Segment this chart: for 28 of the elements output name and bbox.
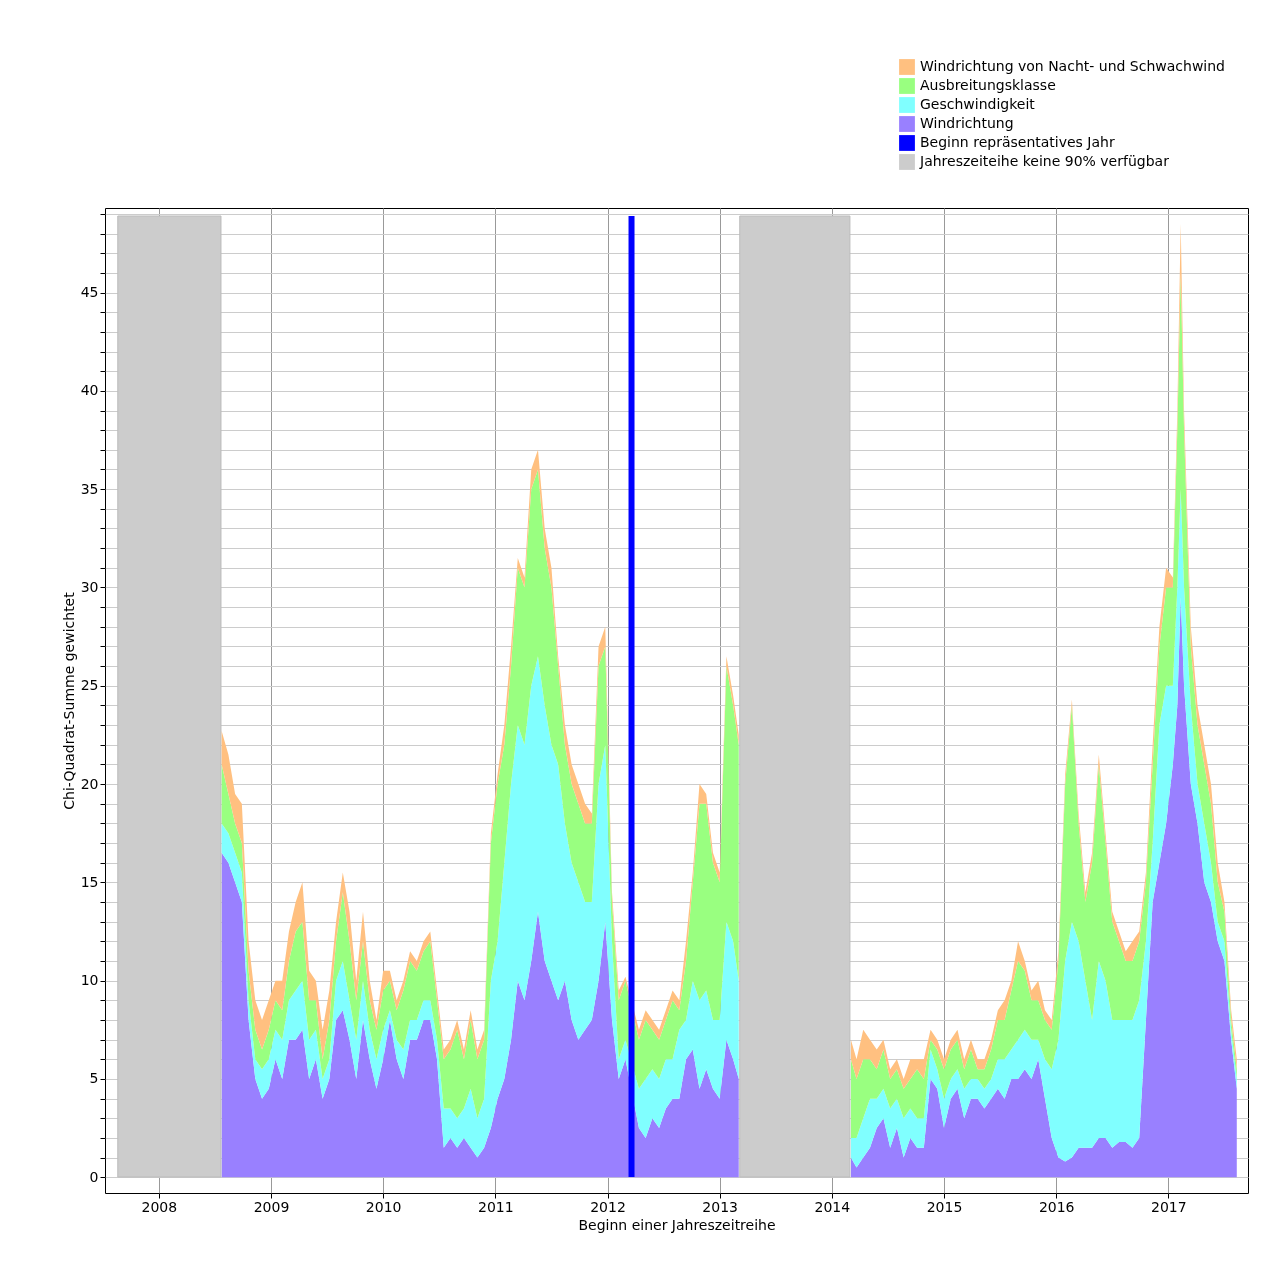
- legend-label: Jahreszeiteihe keine 90% verfügbar: [919, 153, 1170, 169]
- x-tick-label: 2009: [253, 1198, 290, 1215]
- x-tick-label: 2010: [365, 1198, 402, 1215]
- legend-label: Windrichtung von Nacht- und Schwachwind: [920, 58, 1225, 74]
- x-tick-label: 2015: [926, 1198, 963, 1215]
- y-tick-label: 5: [89, 1070, 99, 1087]
- x-tick-label: 2008: [141, 1198, 178, 1215]
- y-tick-label: 25: [80, 677, 99, 694]
- legend-label: Beginn repräsentatives Jahr: [920, 134, 1115, 150]
- y-tick-label: 10: [80, 972, 99, 989]
- y-tick-label: 40: [80, 382, 99, 399]
- legend-label: Ausbreitungsklasse: [920, 77, 1056, 93]
- x-tick-label: 2012: [590, 1198, 626, 1215]
- y-tick-label: 30: [80, 578, 99, 595]
- y-tick-label: 20: [80, 775, 99, 792]
- x-tick-label: 2017: [1151, 1198, 1187, 1215]
- y-tick-label: 45: [80, 284, 99, 301]
- x-tick-label: 2016: [1038, 1198, 1075, 1215]
- y-tick-label: 15: [80, 873, 99, 890]
- y-tick-label: 35: [80, 480, 99, 497]
- x-tick-label: 2013: [702, 1198, 739, 1215]
- legend-label: Windrichtung: [920, 115, 1014, 131]
- y-tick-label: 0: [89, 1168, 99, 1185]
- x-tick-label: 2014: [814, 1198, 851, 1215]
- y-axis-title: Chi-Quadrat-Summe gewichtet: [60, 591, 77, 810]
- x-tick-label: 2011: [478, 1198, 514, 1215]
- x-axis-title: Beginn einer Jahreszeitreihe: [578, 1216, 776, 1233]
- legend-label: Geschwindigkeit: [920, 96, 1036, 112]
